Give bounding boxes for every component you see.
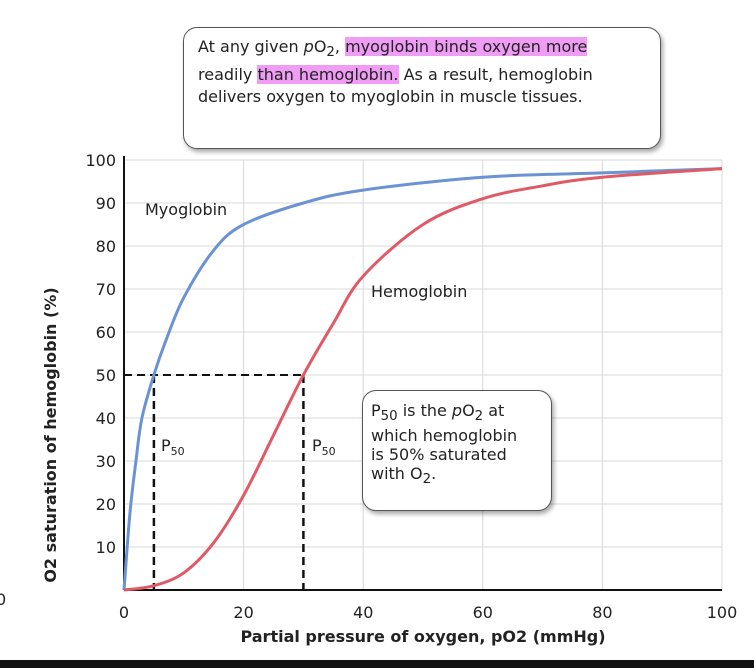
highlighted-text: myoglobin binds oxygen more <box>345 37 588 56</box>
x-tick-label: 80 <box>592 603 612 622</box>
annotation-text: As a result, hemoglobin <box>398 65 593 85</box>
x-tick-label: 40 <box>353 603 373 622</box>
annotation-text: 2 <box>326 45 335 61</box>
note-text: P <box>371 401 381 420</box>
p50-text: 50 <box>321 445 336 459</box>
top-annotation-callout: At any given pO2, myoglobin binds oxygen… <box>183 27 661 149</box>
note-text: 50 <box>380 409 398 425</box>
note-text: at <box>483 401 505 420</box>
p50-label-hemoglobin: P50 <box>312 436 336 458</box>
y-tick-label: 40 <box>96 409 116 428</box>
y-tick-label: 10 <box>96 538 116 557</box>
p50-note-callout: P50 is the pO2 at which hemoglobin is 50… <box>362 390 552 511</box>
note-text: 2 <box>422 472 432 488</box>
note-text: is 50% saturated <box>371 445 507 465</box>
y-tick-label: 50 <box>96 366 116 385</box>
x-tick-label: 20 <box>233 603 253 622</box>
note-text: O <box>462 401 475 420</box>
stray-left-label: 0 <box>0 590 7 609</box>
y-tick-label: 60 <box>96 323 116 342</box>
p50-label-myoglobin: P50 <box>161 436 185 458</box>
bottom-bar <box>0 660 754 668</box>
note-text: is the <box>397 401 452 420</box>
annotation-text: readily <box>198 65 258 85</box>
y-tick-label: 70 <box>96 280 116 299</box>
y-tick-label: 30 <box>96 452 116 471</box>
y-tick-label: 80 <box>96 237 116 256</box>
x-tick-label: 0 <box>119 603 129 622</box>
series-label-hemoglobin: Hemoglobin <box>371 282 468 301</box>
annotation-text: O <box>313 37 327 56</box>
y-tick-label: 100 <box>85 151 116 170</box>
x-axis-label: Partial pressure of oxygen, pO2 (mmHg) <box>240 627 605 646</box>
annotation-text: p <box>303 37 314 56</box>
p50-text: P <box>161 436 171 455</box>
note-text: . <box>431 464 437 484</box>
p50-text: 50 <box>170 445 185 459</box>
note-text: p <box>451 401 463 420</box>
series-line-myoglobin <box>122 167 723 591</box>
x-tick-label: 60 <box>473 603 493 622</box>
p50-text: P <box>312 436 322 455</box>
series-label-myoglobin: Myoglobin <box>145 200 228 219</box>
highlighted-text: than hemoglobin. <box>257 65 399 85</box>
y-tick-label: 20 <box>96 495 116 514</box>
x-tick-label: 100 <box>707 603 738 622</box>
series-line-hemoglobin <box>123 167 723 592</box>
note-text: with O <box>371 464 423 484</box>
y-tick-label: 90 <box>96 194 116 213</box>
note-text: 2 <box>474 409 484 425</box>
y-axis-label: O2 saturation of hemoglobin (%) <box>41 287 60 582</box>
annotation-text: , <box>334 37 346 56</box>
annotation-text: At any given <box>198 37 304 56</box>
annotation-text: delivers oxygen to myoglobin in muscle t… <box>198 87 583 107</box>
note-text: which hemoglobin <box>371 426 518 446</box>
